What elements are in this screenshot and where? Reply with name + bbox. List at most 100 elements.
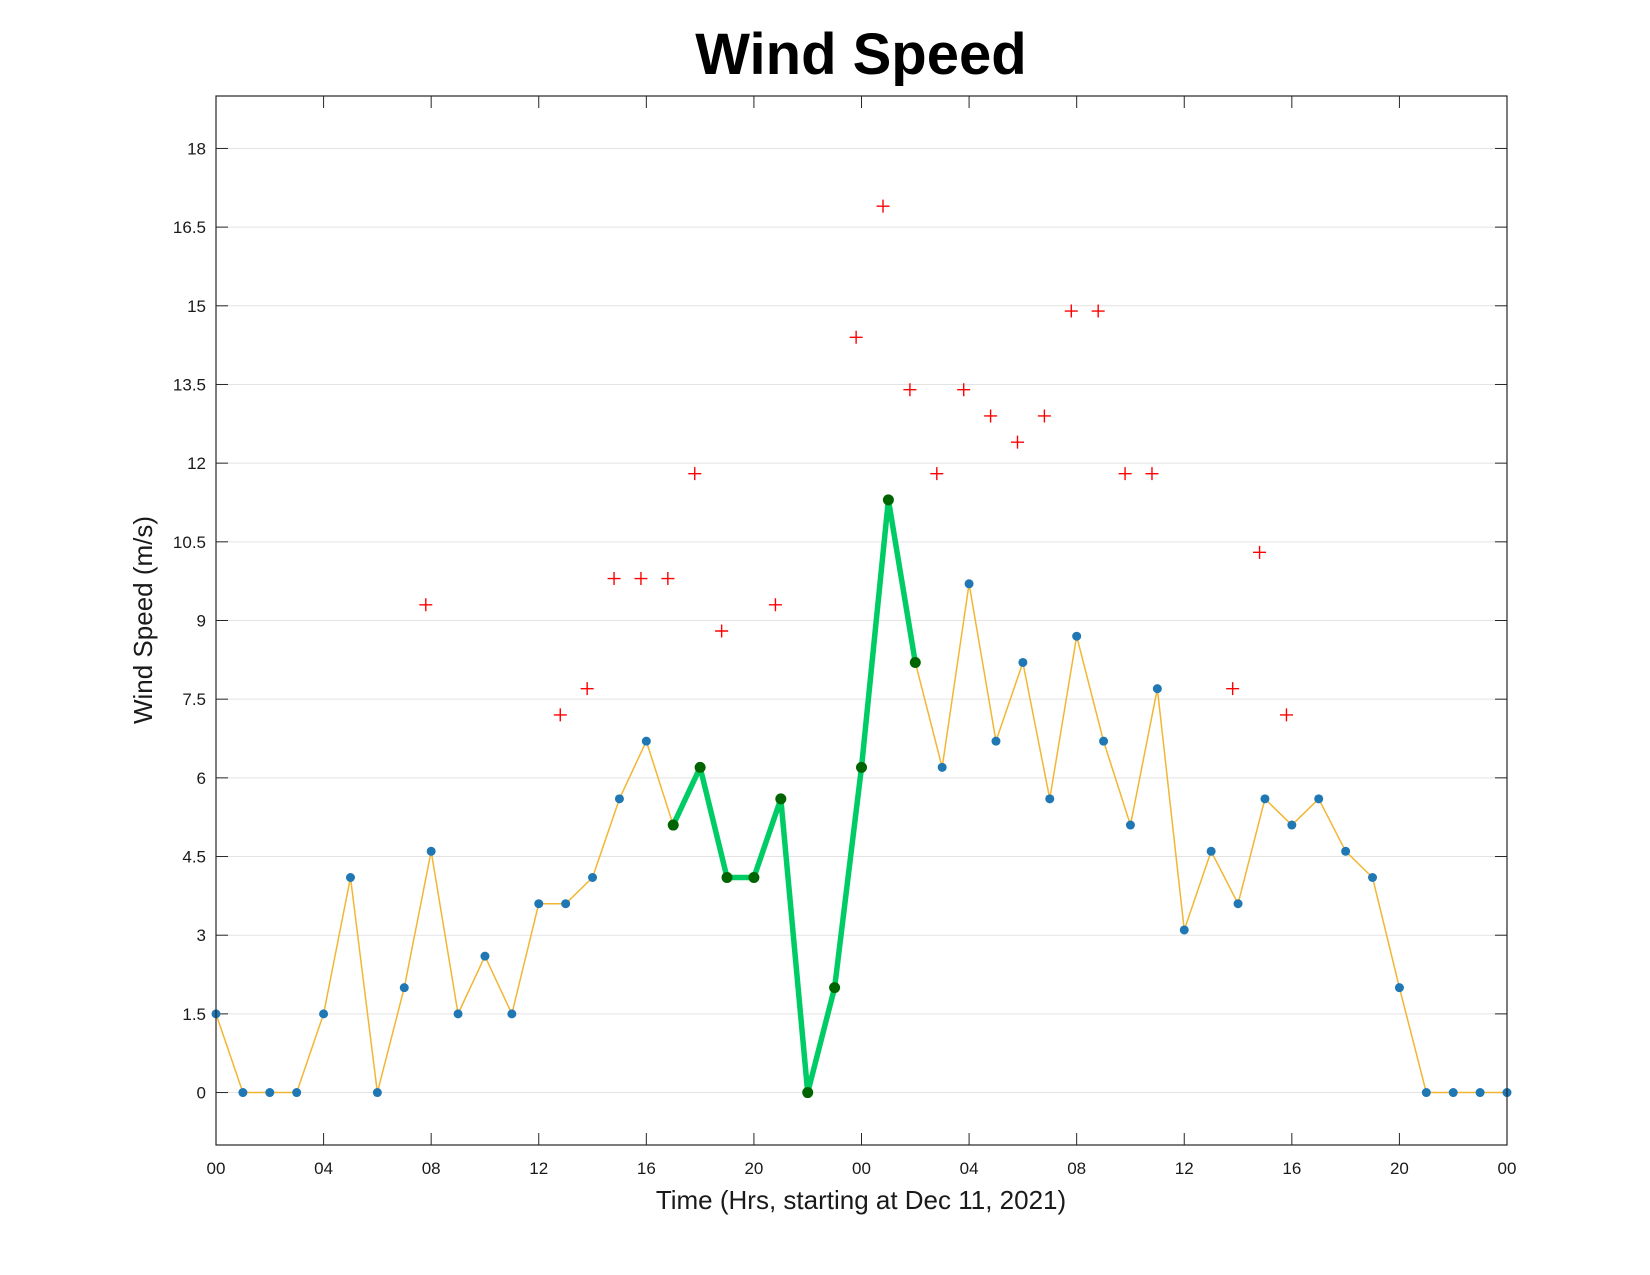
highlighted-point xyxy=(748,872,760,884)
axis-ticks xyxy=(215,96,1508,1145)
gust-marker xyxy=(1145,467,1159,481)
gust-marker xyxy=(580,682,594,696)
x-tick-label: 16 xyxy=(1282,1159,1301,1178)
x-tick-label: 04 xyxy=(314,1159,333,1178)
wind-speed-point xyxy=(1233,899,1243,909)
gust-marker xyxy=(768,598,782,612)
plot-frame xyxy=(215,95,1508,1146)
gust-marker xyxy=(903,383,917,397)
x-axis-label: Time (Hrs, starting at Dec 11, 2021) xyxy=(656,1185,1066,1215)
y-tick-label: 1.5 xyxy=(182,1005,206,1024)
gust-marker xyxy=(876,199,890,213)
wind-speed-point xyxy=(964,579,974,589)
wind-speed-point xyxy=(561,899,571,909)
y-tick-label: 10.5 xyxy=(173,533,206,552)
highlighted-segment-line xyxy=(670,497,919,1096)
highlighted-point xyxy=(667,819,679,831)
gust-marker xyxy=(1091,304,1105,318)
y-tick-label: 7.5 xyxy=(182,690,206,709)
x-tick-label: 08 xyxy=(422,1159,441,1178)
y-tick-label: 0 xyxy=(197,1084,206,1103)
wind-speed-point xyxy=(1099,736,1109,746)
data-series xyxy=(211,199,1512,1099)
wind-speed-point xyxy=(1394,983,1404,993)
y-tick-label: 13.5 xyxy=(173,375,206,394)
highlighted-point xyxy=(775,793,787,805)
x-tick-label: 00 xyxy=(1498,1159,1517,1178)
gust-marker xyxy=(419,598,433,612)
y-axis-label: Wind Speed (m/s) xyxy=(128,516,158,724)
gust-marker xyxy=(1118,467,1132,481)
y-tick-label: 15 xyxy=(187,297,206,316)
gust-marker xyxy=(553,708,567,722)
x-tick-label: 20 xyxy=(1390,1159,1409,1178)
wind-speed-point xyxy=(507,1009,517,1019)
highlighted-point xyxy=(802,1087,814,1099)
x-tick-label: 16 xyxy=(637,1159,656,1178)
gust-marker xyxy=(1253,545,1267,559)
wind-speed-point xyxy=(1206,846,1216,856)
wind-speed-point xyxy=(641,736,651,746)
wind-speed-point xyxy=(426,846,436,856)
wind-speed-point xyxy=(319,1009,329,1019)
gust-marker xyxy=(957,383,971,397)
gust-marker xyxy=(1279,708,1293,722)
wind-speed-point xyxy=(238,1088,248,1098)
wind-speed-point xyxy=(1260,794,1270,804)
wind-speed-point xyxy=(614,794,624,804)
gust-marker xyxy=(1037,409,1051,423)
gust-marker xyxy=(984,409,998,423)
wind-speed-point xyxy=(1421,1088,1431,1098)
gust-marker xyxy=(930,467,944,481)
x-tick-label: 12 xyxy=(529,1159,548,1178)
gust-marker xyxy=(607,572,621,586)
y-tick-label: 12 xyxy=(187,454,206,473)
wind-speed-point xyxy=(399,983,409,993)
x-tick-label: 08 xyxy=(1067,1159,1086,1178)
wind-speed-point xyxy=(1448,1088,1458,1098)
wind-speed-point xyxy=(1018,657,1028,667)
highlighted-point xyxy=(721,872,733,884)
gust-marker xyxy=(634,572,648,586)
x-tick-label: 20 xyxy=(744,1159,763,1178)
highlighted-point xyxy=(829,982,841,994)
gust-marker xyxy=(661,572,675,586)
wind-speed-point xyxy=(1368,873,1378,883)
highlighted-point xyxy=(909,656,921,668)
y-tick-label: 4.5 xyxy=(182,848,206,867)
y-tick-label: 16.5 xyxy=(173,218,206,237)
wind-speed-point xyxy=(372,1088,382,1098)
tick-labels: 0 1.5 3 4.5 6 7.5 9 10.5 12 13.5 15 16.5 18 00 04 08 12 1… xyxy=(173,139,1517,1178)
wind-speed-point xyxy=(1314,794,1324,804)
y-tick-label: 18 xyxy=(187,139,206,158)
wind-speed-point xyxy=(453,1009,463,1019)
x-tick-label: 00 xyxy=(852,1159,871,1178)
wind-speed-point xyxy=(1152,684,1162,694)
wind-speed-point xyxy=(1045,794,1055,804)
gust-marker xyxy=(1226,682,1240,696)
wind-speed-point xyxy=(480,951,490,961)
wind-speed-point xyxy=(1179,925,1189,935)
wind-speed-point xyxy=(1125,820,1135,830)
chart-title: Wind Speed xyxy=(695,22,1026,87)
gust-marker xyxy=(715,624,729,638)
x-tick-label: 12 xyxy=(1175,1159,1194,1178)
y-tick-label: 6 xyxy=(197,769,206,788)
gust-marker xyxy=(849,330,863,344)
y-tick-label: 3 xyxy=(197,926,206,945)
wind-speed-point xyxy=(345,873,355,883)
wind-speed-point xyxy=(991,736,1001,746)
gust-marker xyxy=(688,467,702,481)
wind-speed-point xyxy=(588,873,598,883)
x-tick-label: 04 xyxy=(960,1159,979,1178)
x-tick-label: 00 xyxy=(207,1159,226,1178)
wind-speed-point xyxy=(265,1088,275,1098)
highlighted-point xyxy=(694,761,706,773)
wind-speed-point xyxy=(292,1088,302,1098)
wind-speed-point xyxy=(1287,820,1297,830)
gust-marker xyxy=(1011,435,1024,449)
highlighted-point xyxy=(882,494,894,506)
gust-marker xyxy=(1064,304,1078,318)
